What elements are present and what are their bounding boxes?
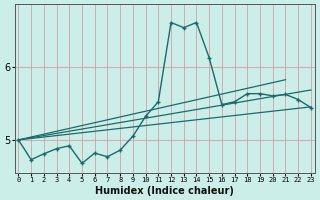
X-axis label: Humidex (Indice chaleur): Humidex (Indice chaleur) (95, 186, 234, 196)
